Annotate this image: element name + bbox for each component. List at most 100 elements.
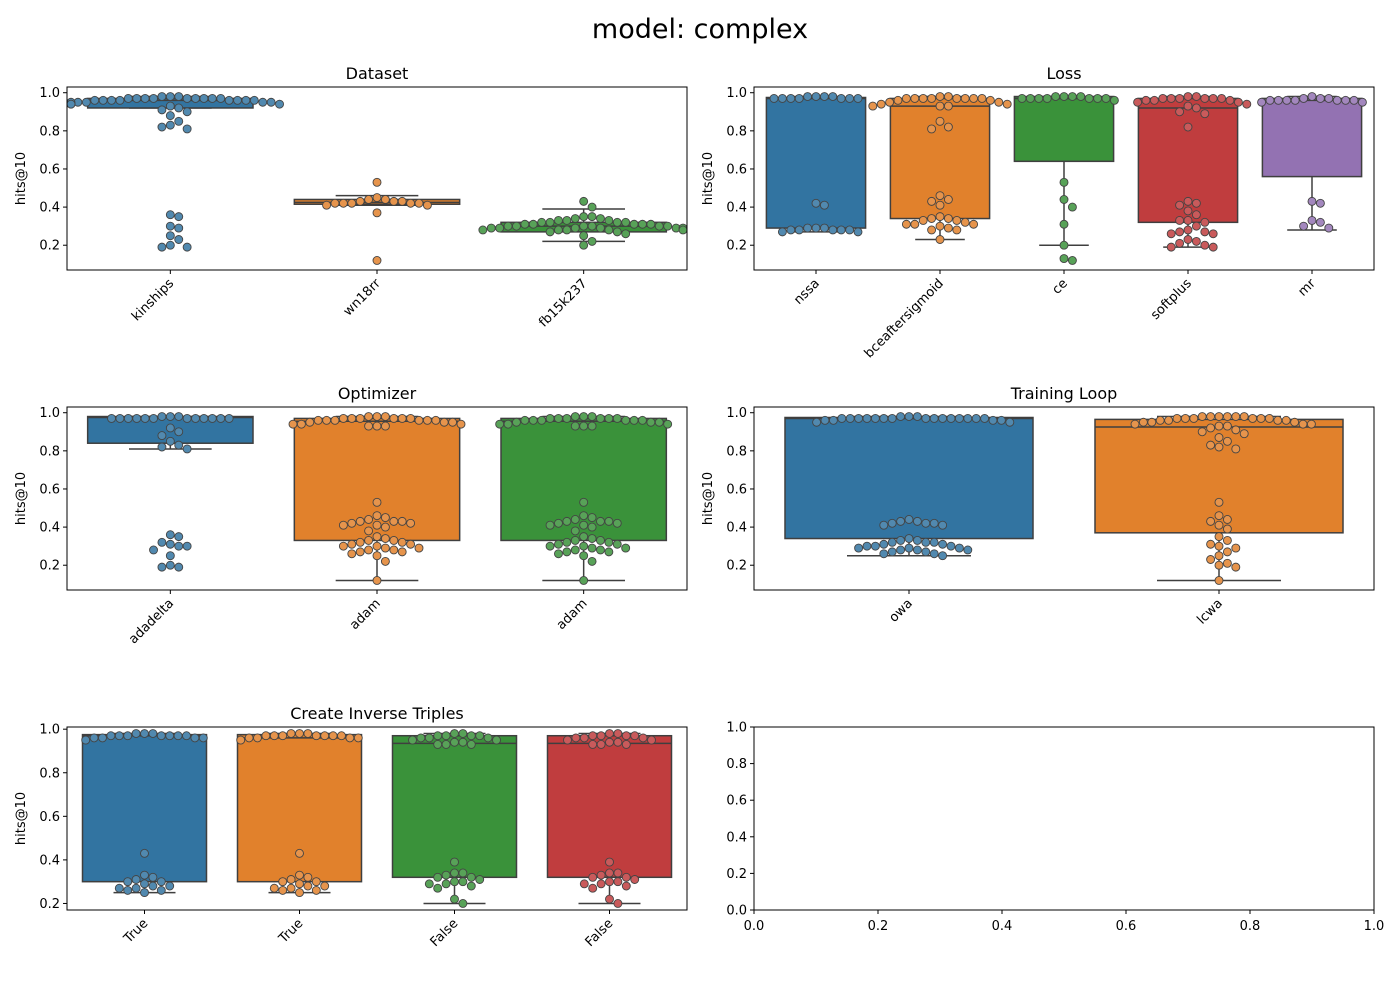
data-point — [165, 111, 175, 121]
data-point — [182, 444, 192, 454]
data-point — [604, 215, 614, 225]
data-point — [355, 413, 365, 423]
data-point — [876, 99, 886, 109]
data-point — [1256, 413, 1266, 423]
data-point — [165, 231, 175, 241]
x-tick-label: True — [275, 916, 306, 947]
data-point — [901, 93, 911, 103]
data-point — [893, 95, 903, 105]
data-point — [372, 256, 382, 265]
x-tick-label: kinships — [129, 276, 177, 324]
data-point — [943, 214, 953, 223]
subplot-title: Optimizer — [338, 384, 417, 403]
data-point — [837, 413, 847, 423]
data-point — [165, 539, 175, 549]
data-point — [355, 547, 365, 557]
data-point — [345, 733, 355, 743]
data-point — [458, 737, 468, 747]
data-point — [1307, 196, 1317, 206]
data-point — [868, 101, 878, 111]
data-point — [545, 413, 555, 423]
box-group-False — [546, 729, 673, 908]
data-point — [174, 116, 184, 126]
data-point — [647, 735, 656, 745]
data-point — [414, 415, 424, 425]
data-point — [81, 97, 91, 107]
data-point — [1231, 562, 1241, 572]
data-point — [579, 551, 589, 561]
data-point — [935, 200, 945, 210]
data-point — [1191, 210, 1201, 220]
box-group-adam — [288, 412, 466, 585]
data-point — [1183, 122, 1193, 132]
data-point — [1147, 417, 1157, 427]
data-point — [1332, 95, 1342, 105]
box — [889, 97, 991, 220]
data-point — [579, 240, 589, 250]
box-group-nssa — [765, 92, 867, 237]
data-point — [935, 101, 945, 111]
y-tick-label: 0.8 — [726, 757, 747, 772]
y-tick-label: 0.6 — [39, 162, 60, 177]
data-point — [338, 413, 348, 423]
data-point — [458, 868, 468, 878]
data-point — [579, 196, 589, 206]
box-group-ce — [1013, 92, 1119, 265]
data-point — [579, 212, 589, 222]
data-point — [156, 877, 166, 887]
data-point — [630, 875, 640, 884]
y-tick-label: 1.0 — [726, 721, 747, 736]
data-point — [887, 518, 897, 528]
data-point — [372, 576, 382, 585]
data-point — [612, 539, 622, 549]
data-point — [492, 735, 501, 745]
data-point — [422, 415, 432, 425]
data-point — [1214, 433, 1224, 442]
data-point — [820, 415, 830, 425]
data-point — [935, 191, 945, 201]
data-point — [646, 417, 656, 427]
data-point — [458, 899, 468, 908]
data-point — [157, 105, 167, 115]
box-group-True — [236, 729, 363, 898]
data-point — [174, 223, 184, 233]
data-point — [81, 735, 91, 745]
data-point — [483, 733, 493, 743]
data-point — [853, 227, 863, 237]
data-point — [1206, 412, 1216, 421]
data-point — [836, 225, 846, 235]
data-point — [1191, 198, 1201, 208]
y-tick-label: 0.6 — [39, 482, 60, 497]
data-point — [1206, 423, 1216, 433]
data-point — [570, 412, 580, 421]
data-point — [295, 888, 304, 898]
data-point — [1200, 217, 1210, 227]
data-point — [475, 875, 485, 884]
data-point — [414, 543, 424, 553]
data-point — [182, 124, 192, 134]
data-point — [174, 235, 184, 244]
x-tick-label: owa — [886, 596, 915, 625]
data-point — [1290, 417, 1300, 427]
data-point — [1273, 415, 1283, 425]
data-point — [537, 217, 547, 227]
x-tick-label: adam — [554, 596, 591, 633]
x-tick-label: 0.0 — [744, 919, 765, 934]
data-point — [295, 870, 304, 880]
data-point — [156, 731, 166, 741]
data-point — [654, 417, 664, 427]
data-point — [912, 545, 922, 555]
data-point — [450, 877, 459, 887]
data-point — [115, 413, 125, 423]
data-point — [587, 412, 597, 421]
data-point — [115, 95, 125, 105]
data-point — [943, 101, 953, 111]
data-point — [912, 412, 922, 421]
data-point — [149, 545, 158, 555]
data-point — [286, 875, 296, 884]
data-point — [495, 419, 505, 429]
data-point — [288, 419, 298, 429]
data-point — [148, 729, 158, 738]
data-point — [311, 885, 321, 895]
data-point — [929, 537, 939, 547]
